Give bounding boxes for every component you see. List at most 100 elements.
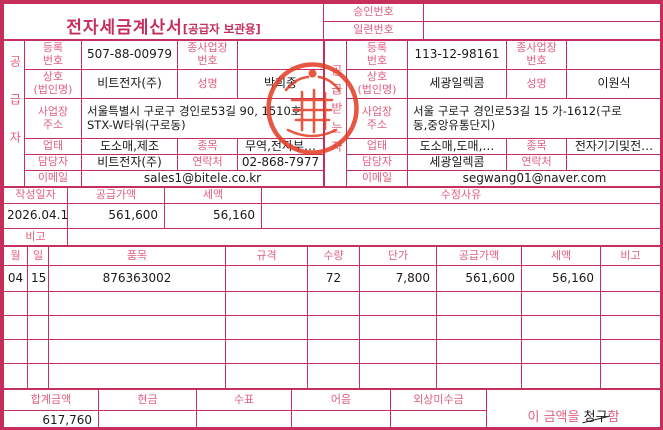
supplier-contact-value: 비트전자(주) — [81, 154, 178, 171]
item-note — [600, 265, 660, 292]
buyer-subbiz-label: 종사업장 번호 — [506, 40, 567, 70]
buyer-reg-label: 등록 번호 — [346, 40, 408, 70]
supplier-address-label: 사업장 주소 — [24, 98, 82, 139]
buyer-phone-label: 연락처 — [506, 154, 567, 171]
col-qty: 수량 — [307, 246, 360, 266]
check-label: 수표 — [196, 389, 292, 411]
empty-item-row — [3, 363, 660, 389]
empty-item-row — [3, 315, 660, 340]
revision-reason-value — [261, 203, 660, 229]
statement-prefix: 이 금액을 — [527, 409, 584, 425]
serial-number-label: 일련번호 — [323, 21, 424, 40]
supplier-email-label: 이메일 — [24, 170, 82, 187]
bill-label: 어음 — [291, 389, 391, 411]
page-title: 전자세금계산서[공급자 보관용] — [3, 3, 324, 40]
supply-amount-value: 561,600 — [67, 203, 165, 229]
check-value — [196, 410, 292, 427]
buyer-contact-label: 담당자 — [346, 154, 408, 171]
header-table: 전자세금계산서[공급자 보관용] 승인번호 일련번호 — [3, 3, 660, 40]
item-name: 876363002 — [48, 265, 226, 292]
credit-label: 외상미수금 — [390, 389, 487, 411]
supplier-phone-value: 02-868-7977 — [237, 154, 324, 171]
totals-table: 합계금액 현금 수표 어음 외상미수금 이 금액을 청구함 617,760 — [3, 389, 660, 427]
col-spec: 규격 — [225, 246, 308, 266]
note-value — [67, 228, 660, 246]
serial-number-value — [423, 21, 660, 40]
buyer-subbiz-value — [566, 40, 660, 70]
supplier-biztype-label: 업태 — [24, 138, 82, 155]
bill-value — [291, 410, 391, 427]
item-row: 04 15 876363002 72 7,800 561,600 56,160 — [3, 265, 660, 292]
supplier-side-label: 공급자 — [3, 40, 25, 187]
supplier-biztype-value: 도소매,제조 — [81, 138, 178, 155]
approval-number-value — [423, 3, 660, 22]
title-main: 전자세금계산서 — [66, 17, 183, 38]
statement-method: 청구 — [583, 409, 608, 425]
buyer-address-value: 서울 구로구 경인로53길 15 가-1612(구로 동,중앙유통단지) — [407, 98, 660, 139]
item-tax: 56,160 — [521, 265, 601, 292]
supplier-corp-label: 상호 (법인명) — [24, 69, 82, 99]
items-table: 월 일 품목 규격 수량 단가 공급가액 세액 비고 04 15 8763630… — [3, 246, 660, 389]
col-tax: 세액 — [521, 246, 601, 266]
col-day: 일 — [27, 246, 49, 266]
buyer-corp-value: 세광일렉콤 — [407, 69, 507, 99]
col-item: 품목 — [48, 246, 226, 266]
supplier-subbiz-label: 종사업장 번호 — [177, 40, 238, 70]
col-note: 비고 — [600, 246, 660, 266]
supplier-ceo-label: 성명 — [177, 69, 238, 99]
total-amount-label: 합계금액 — [3, 389, 99, 411]
write-date-value: 2026.04.15 — [3, 203, 68, 229]
write-date-label: 작성일자 — [3, 187, 68, 204]
empty-item-row — [3, 339, 660, 364]
buyer-address-label: 사업장 주소 — [346, 98, 408, 139]
supplier-contact-label: 담당자 — [24, 154, 82, 171]
buyer-contact-value: 세광일렉콤 — [407, 154, 507, 171]
total-amount-value: 617,760 — [3, 410, 99, 427]
item-spec — [225, 265, 308, 292]
col-supply: 공급가액 — [436, 246, 522, 266]
buyer-biztype-label: 업태 — [346, 138, 408, 155]
buyer-table: 공급받는자 등록 번호 113-12-98161 종사업장 번호 상호 (법인명… — [324, 40, 660, 187]
supplier-address-value: 서울특별시 구로구 경인로53길 90, 1510호 STX-W타워(구로동) — [81, 98, 324, 139]
summary-table: 작성일자 공급가액 세액 수정사유 2026.04.15 561,600 56,… — [3, 187, 660, 246]
statement-suffix: 함 — [607, 409, 620, 425]
items-header-row: 월 일 품목 규격 수량 단가 공급가액 세액 비고 — [3, 246, 660, 266]
col-month: 월 — [3, 246, 28, 266]
item-day: 15 — [27, 265, 49, 292]
payment-statement: 이 금액을 청구함 — [486, 389, 660, 427]
approval-number-label: 승인번호 — [323, 3, 424, 22]
buyer-biztype-value: 도소매,도매,… — [407, 138, 507, 155]
supplier-bizitem-label: 종목 — [177, 138, 238, 155]
revision-reason-label: 수정사유 — [261, 187, 660, 204]
tax-amount-value: 56,160 — [164, 203, 262, 229]
supplier-reg-value: 507-88-00979 — [81, 40, 178, 70]
buyer-side-label: 공급받는자 — [324, 40, 347, 187]
cash-label: 현금 — [98, 389, 197, 411]
note-label: 비고 — [3, 228, 68, 246]
supplier-subbiz-value — [237, 40, 324, 70]
supplier-email-value: sales1@bitele.co.kr — [81, 170, 324, 187]
buyer-corp-label: 상호 (법인명) — [346, 69, 408, 99]
supplier-corp-value: 비트전자(주) — [81, 69, 178, 99]
supplier-reg-label: 등록 번호 — [24, 40, 82, 70]
item-month: 04 — [3, 265, 28, 292]
supplier-ceo-value: 박희종 — [237, 69, 324, 99]
buyer-ceo-value: 이원식 — [566, 69, 660, 99]
buyer-ceo-label: 성명 — [506, 69, 567, 99]
buyer-email-value: segwang01@naver.com — [407, 170, 660, 187]
buyer-bizitem-value: 전자기기및전… — [566, 138, 660, 155]
title-suffix: [공급자 보관용] — [182, 21, 261, 36]
item-qty: 72 — [307, 265, 360, 292]
tax-amount-label: 세액 — [164, 187, 262, 204]
cash-value — [98, 410, 197, 427]
supplier-table: 공급자 등록 번호 507-88-00979 종사업장 번호 상호 (법인명) … — [3, 40, 324, 187]
buyer-bizitem-label: 종목 — [506, 138, 567, 155]
supply-amount-label: 공급가액 — [67, 187, 165, 204]
supplier-phone-label: 연락처 — [177, 154, 238, 171]
item-supply: 561,600 — [436, 265, 522, 292]
col-unit-price: 단가 — [359, 246, 437, 266]
buyer-reg-value: 113-12-98161 — [407, 40, 507, 70]
parties-section: 공급자 등록 번호 507-88-00979 종사업장 번호 상호 (법인명) … — [3, 40, 660, 187]
buyer-phone-value — [566, 154, 660, 171]
